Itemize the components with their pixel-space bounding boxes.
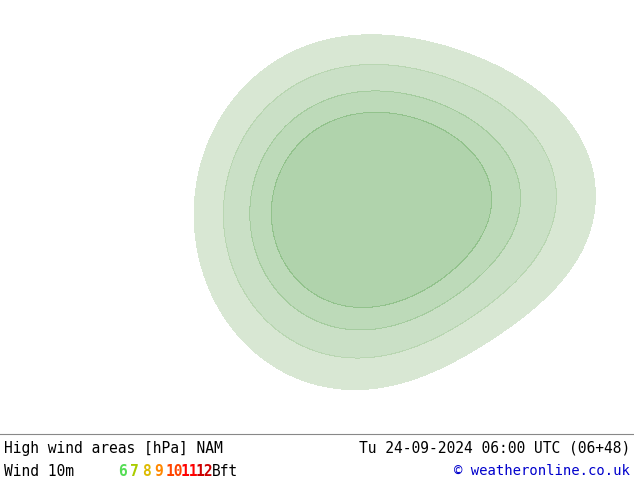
Text: 9: 9: [154, 465, 163, 479]
Text: Tu 24-09-2024 06:00 UTC (06+48): Tu 24-09-2024 06:00 UTC (06+48): [359, 441, 630, 456]
Text: 6: 6: [118, 465, 127, 479]
Text: Bft: Bft: [212, 465, 238, 479]
Text: © weatheronline.co.uk: © weatheronline.co.uk: [454, 465, 630, 478]
Text: 10: 10: [166, 465, 183, 479]
Text: High wind areas [hPa] NAM: High wind areas [hPa] NAM: [4, 441, 223, 456]
Text: Wind 10m: Wind 10m: [4, 465, 74, 479]
Text: 12: 12: [196, 465, 214, 479]
Text: 11: 11: [181, 465, 198, 479]
Text: 8: 8: [142, 465, 151, 479]
Text: 7: 7: [130, 465, 139, 479]
